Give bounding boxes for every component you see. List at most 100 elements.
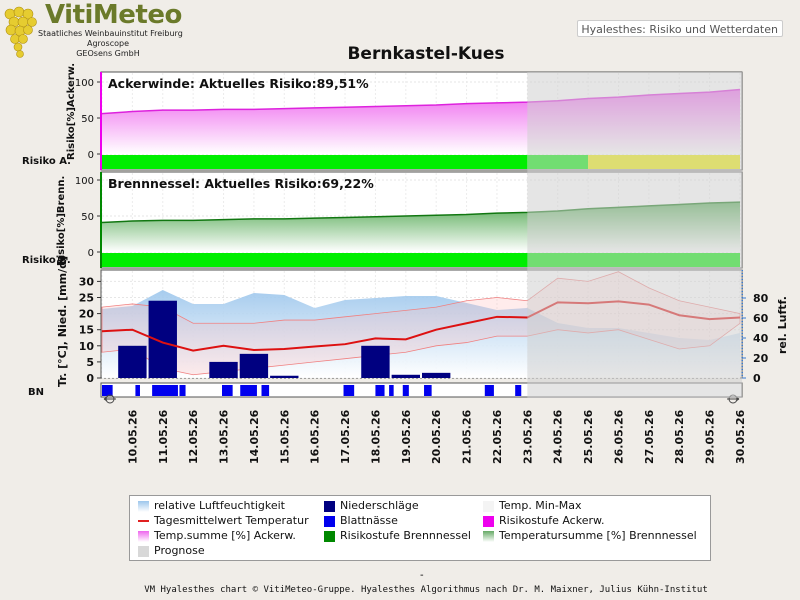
logo-line-institute: Staatliches Weinbauinstitut Freiburg [38,29,183,38]
x-tick-label: 20.05.26 [430,409,443,464]
y-tick-label: 10 [79,340,95,353]
x-tick-label: 25.05.26 [582,409,595,464]
x-tick-label: 24.05.26 [552,409,565,464]
grape-logo-icon [4,6,37,58]
ackerwinde-y-axis-label: Risiko[%]Ackerw. [66,63,77,160]
y-tick-label: 0 [88,150,94,161]
x-tick-label: 14.05.26 [248,409,261,464]
x-tick-label: 23.05.26 [521,409,534,464]
brennnessel-current-risk-title: Brennnessel: Aktuelles Risiko:69,22% [108,176,374,191]
legend-precipitation-label: Niederschläge [340,499,419,512]
y-tick-label: 50 [81,212,94,223]
y2-tick-label: 0 [753,372,761,385]
ackerwinde-risk-label: Risiko A. [22,156,71,167]
legend-temp-minmax-label: Temp. Min-Max [499,499,582,512]
legend-risk-ackerw-swatch [483,516,494,527]
footer-credits: VM Hyalesthes chart © VitiMeteo-Gruppe. … [144,585,708,595]
legend-risk-ackerw-label: Risikostufe Ackerw. [499,514,605,527]
leaf-wetness-bar [484,385,494,396]
risk-level-band [102,155,528,169]
y-tick-label: 30 [79,275,95,288]
leaf-wetness-bar [343,385,355,396]
app-logo-title: VitiMeteo [45,0,182,30]
legend-risk-brennnessel-label: Risikostufe Brennnessel [340,529,471,542]
x-tick-label: 17.05.26 [339,409,352,464]
y-tick-label: 5 [86,356,94,369]
x-tick-label: 28.05.26 [673,409,686,464]
leaf-wetness-bar [515,385,522,396]
x-tick-label: 10.05.26 [126,409,139,464]
x-tick-label: 12.05.26 [187,409,200,464]
legend-tempsum-brennnessel-label: Temperatursumme [%] Brennnessel [499,529,697,542]
y-tick-label: 15 [79,324,94,337]
leaf-wetness-bar [375,385,385,396]
ackerwinde-current-risk-title: Ackerwinde: Aktuelles Risiko:89,51% [108,76,369,91]
precipitation-bar [422,372,451,378]
humidity-y-axis-label: rel. Luftf. [776,296,789,354]
x-tick-label: 16.05.26 [309,409,322,464]
y2-tick-label: 80 [753,292,769,305]
leaf-wetness-bar [222,385,233,396]
leaf-wetness-bar [240,385,257,396]
legend-tempsum-ackerw-label: Temp.summe [%] Ackerw. [154,529,296,542]
x-tick-label: 22.05.26 [491,409,504,464]
x-tick-label: 29.05.26 [704,409,717,464]
y2-tick-label: 40 [753,332,769,345]
x-tick-label: 19.05.26 [400,409,413,464]
precipitation-bar [118,345,147,378]
y-tick-label: 100 [75,78,94,89]
y2-tick-label: 60 [753,312,769,325]
y-tick-label: 20 [79,308,95,321]
chart-legend: relative Luftfeuchtigkeit Niederschläge … [129,495,711,561]
y-tick-label: 100 [75,176,94,187]
logo-line-agroscope: Agroscope [86,39,130,48]
x-tick-label: 15.05.26 [278,409,291,464]
y-tick-label: 0 [86,372,94,385]
brennnessel-y-axis-label: Risiko[%]Brenn. [56,176,67,266]
leaf-wetness-bar [152,385,178,396]
legend-temperature-swatch [138,520,149,522]
x-tick-label: 27.05.26 [643,409,656,464]
y2-tick-label: 20 [753,352,769,365]
y-tick-label: 0 [88,248,94,259]
forecast-overlay [527,72,742,398]
precipitation-bar [270,375,299,378]
legend-leaf-wetness-swatch [324,516,335,527]
legend-risk-brennnessel-swatch [324,531,335,542]
legend-tempsum-ackerw-swatch [138,531,149,542]
legend-humidity-label: relative Luftfeuchtigkeit [154,499,285,512]
precipitation-bar [239,353,269,378]
y-tick-label: 25 [79,292,94,305]
leaf-wetness-label: BN [28,387,44,398]
leaf-wetness-bar [135,385,140,396]
x-tick-label: 11.05.26 [157,409,170,464]
legend-temp-minmax-swatch [483,501,494,512]
leaf-wetness-bar [424,385,432,396]
leaf-wetness-bar [102,385,113,396]
legend-forecast-swatch [138,546,149,557]
footer-dash: - [420,570,424,581]
y-tick-label: 50 [81,114,94,125]
legend-tempsum-brennnessel-swatch [483,531,494,542]
legend-precipitation-swatch [324,501,335,512]
precipitation-bar [361,345,390,378]
legend-humidity-swatch [138,501,149,512]
x-tick-label: 21.05.26 [461,409,474,464]
leaf-wetness-bar [389,385,394,396]
precipitation-bar [209,361,238,378]
legend-leaf-wetness-label: Blattnässe [340,514,398,527]
location-title: Bernkastel-Kues [347,44,505,64]
logo-line-geosens: GEOsens GmbH [76,49,140,58]
weather-y-axis-label: Tr. [°C], Nied. [mm/d] [56,256,69,387]
leaf-wetness-bar [402,385,409,396]
scroll-left-icon[interactable] [103,394,116,404]
precipitation-bar [391,374,420,378]
x-tick-label: 13.05.26 [218,409,231,464]
leaf-wetness-bar [261,385,270,396]
x-tick-label: 30.05.26 [734,409,747,464]
app-title-button[interactable]: Hyalesthes: Risiko und Wetterdaten [577,20,783,37]
legend-forecast-label: Prognose [154,544,205,557]
legend-temperature-label: Tagesmittelwert Temperatur [154,514,309,527]
x-tick-label: 18.05.26 [369,409,382,464]
